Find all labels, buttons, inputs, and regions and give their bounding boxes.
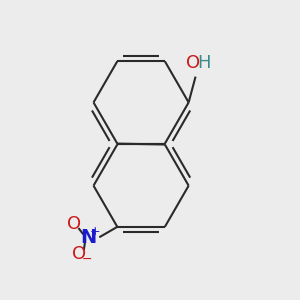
Text: O: O [186, 54, 200, 72]
Text: N: N [80, 228, 96, 247]
Text: O: O [67, 215, 81, 233]
Text: +: + [90, 225, 101, 239]
Text: O: O [72, 245, 86, 263]
Text: −: − [81, 253, 92, 266]
Text: H: H [197, 54, 210, 72]
